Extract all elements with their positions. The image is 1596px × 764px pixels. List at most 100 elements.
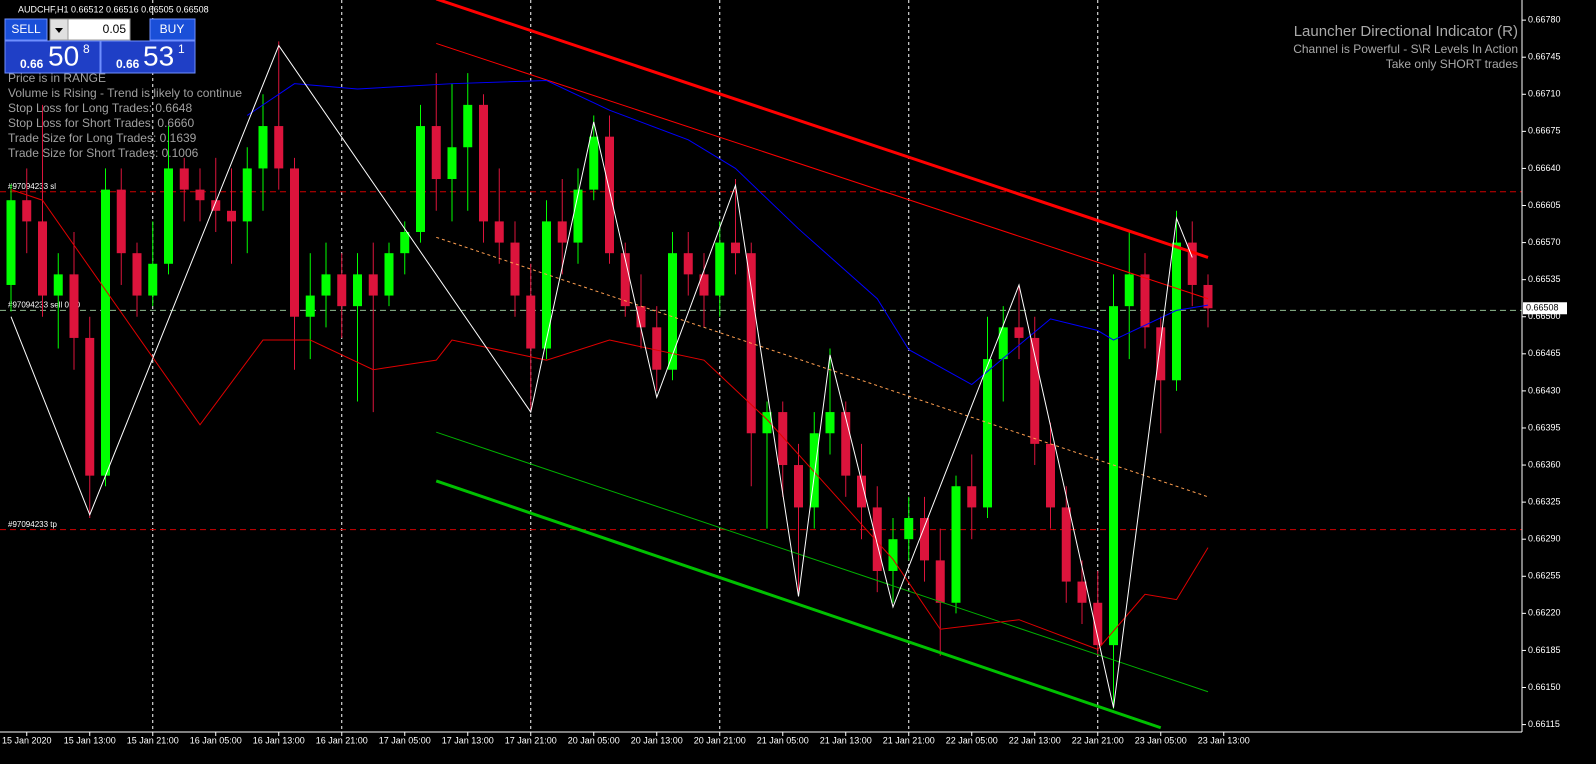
candle-body <box>227 210 236 222</box>
candle-body <box>920 518 929 561</box>
indicator-line <box>435 479 1162 730</box>
candle-body <box>305 295 315 317</box>
candle-body <box>479 104 488 222</box>
candle-body <box>85 337 95 476</box>
y-tick-label: 0.66780 <box>1528 15 1561 25</box>
candle-body <box>258 126 268 169</box>
candle-body <box>998 327 1008 360</box>
candle-body <box>1187 242 1197 285</box>
x-tick-label: 20 Jan 05:00 <box>568 735 620 745</box>
x-tick-label: 16 Jan 05:00 <box>190 735 242 745</box>
x-tick-label: 17 Jan 21:00 <box>505 735 557 745</box>
candle-body <box>904 518 914 540</box>
bid-small[interactable]: 8 <box>83 42 90 56</box>
candle-body <box>605 136 614 254</box>
candle-body <box>1014 327 1024 338</box>
y-tick-label: 0.66675 <box>1528 126 1561 136</box>
x-tick-label: 17 Jan 05:00 <box>379 735 431 745</box>
indicator-line <box>436 431 1209 693</box>
bid-prefix[interactable]: 0.66 <box>20 57 44 71</box>
price-marker <box>1523 302 1567 315</box>
x-tick-label: 21 Jan 05:00 <box>757 735 809 745</box>
info-line: Price is in RANGE <box>8 71 106 85</box>
candle-body <box>510 242 520 296</box>
x-tick-label: 22 Jan 13:00 <box>1009 735 1061 745</box>
overlay: AUDCHF,H1 0.66512 0.66516 0.66505 0.6650… <box>4 4 1518 160</box>
info-line: Volume is Rising - Trend is likely to co… <box>8 86 242 100</box>
ask-small[interactable]: 1 <box>178 42 185 56</box>
buy-button[interactable] <box>149 18 196 41</box>
x-tick-label: 22 Jan 21:00 <box>1072 735 1124 745</box>
ask-big[interactable]: 53 <box>143 40 174 71</box>
candle-body <box>1093 602 1103 646</box>
candle-body <box>699 274 709 296</box>
candle-body <box>195 189 205 201</box>
candle-body <box>1077 581 1087 603</box>
y-tick-label: 0.66255 <box>1528 571 1561 581</box>
candle-body <box>794 465 803 508</box>
candle-body <box>274 126 284 169</box>
candle-body <box>778 412 788 466</box>
ask-box[interactable] <box>100 40 196 74</box>
candle-body <box>211 200 221 211</box>
candle-body <box>668 253 677 370</box>
candle-body <box>857 475 866 508</box>
x-tick-label: 22 Jan 05:00 <box>946 735 998 745</box>
candle-body <box>809 433 819 508</box>
indicator-line <box>436 42 1209 300</box>
candle-body <box>164 168 173 264</box>
candle-body <box>69 274 79 338</box>
x-tick-label: 20 Jan 21:00 <box>694 735 746 745</box>
candle-body <box>116 189 126 254</box>
y-tick-label: 0.66360 <box>1528 459 1561 469</box>
candle-body <box>983 359 992 508</box>
candle-body <box>22 200 32 222</box>
candle-body <box>967 486 977 508</box>
candle-body <box>242 168 252 222</box>
candle-body <box>542 221 551 349</box>
candle-body <box>290 168 299 317</box>
sell-label[interactable]: SELL <box>11 22 41 36</box>
candle-body <box>179 168 189 190</box>
candle-body <box>53 274 63 296</box>
x-tick-label: 21 Jan 13:00 <box>820 735 872 745</box>
x-tick-label: 15 Jan 21:00 <box>127 735 179 745</box>
price-label: 0.66508 <box>1526 303 1559 313</box>
x-tick-label: 21 Jan 21:00 <box>883 735 935 745</box>
y-tick-label: 0.66640 <box>1528 163 1561 173</box>
info-line: Stop Loss for Long Trades: 0.6648 <box>8 101 192 115</box>
x-tick-label: 23 Jan 13:00 <box>1198 735 1250 745</box>
lot-input[interactable] <box>67 18 131 41</box>
y-tick-label: 0.66220 <box>1528 608 1561 618</box>
lot-value[interactable]: 0.05 <box>103 22 127 36</box>
order-label: #97094233 sl <box>8 182 56 191</box>
candle-body <box>526 295 536 349</box>
candle-body <box>1030 337 1040 444</box>
y-tick-label: 0.66185 <box>1528 645 1561 655</box>
x-tick-label: 15 Jan 13:00 <box>64 735 116 745</box>
buy-label[interactable]: BUY <box>160 22 185 36</box>
candle-body <box>1140 274 1150 328</box>
info-line: Stop Loss for Short Trades: 0.6660 <box>8 116 194 130</box>
candle-body <box>416 126 425 232</box>
candle-body <box>1172 242 1181 381</box>
candle-body <box>353 274 362 307</box>
bid-big[interactable]: 50 <box>48 40 79 71</box>
order-label: #97094233 tp <box>8 520 57 529</box>
ask-prefix[interactable]: 0.66 <box>116 57 140 71</box>
candle-body <box>951 486 961 603</box>
sell-button[interactable] <box>4 18 48 41</box>
y-tick-label: 0.66535 <box>1528 274 1561 284</box>
order-label: #97094233 sell 0.10 <box>8 300 81 309</box>
candle-body <box>400 231 410 254</box>
candle-body <box>384 253 394 296</box>
candle-body <box>1124 274 1134 307</box>
candle-body <box>872 507 882 571</box>
candle-body <box>1203 284 1213 309</box>
candle-body <box>731 242 740 254</box>
candle-body <box>683 253 693 275</box>
bid-box[interactable] <box>4 40 101 74</box>
candle-body <box>38 221 47 296</box>
